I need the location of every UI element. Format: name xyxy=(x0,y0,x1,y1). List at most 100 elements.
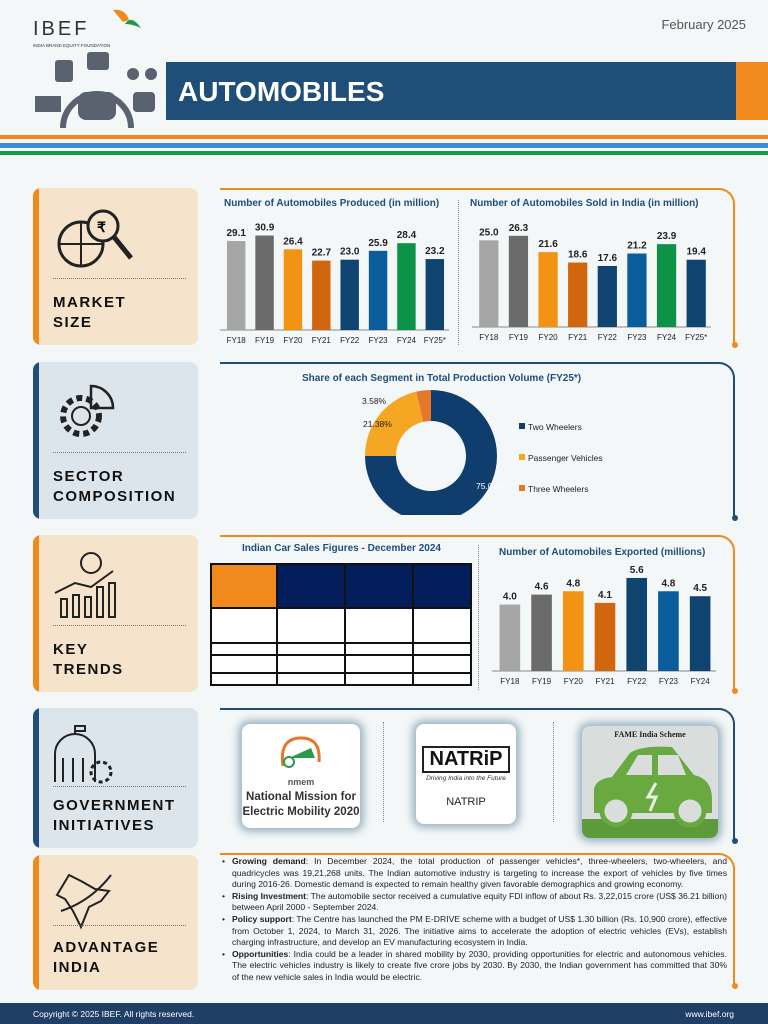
bar-FY21 xyxy=(568,262,588,327)
title-accent xyxy=(736,62,768,120)
bird-logo-icon xyxy=(113,9,141,28)
divider xyxy=(458,200,459,345)
tick-label: FY24 xyxy=(657,333,677,342)
data-label: 23.2 xyxy=(425,246,445,257)
advantage-list: Growing demand: In December 2024, the to… xyxy=(222,856,727,984)
bar-FY24 xyxy=(689,596,711,671)
slice-label: 21.38% xyxy=(363,419,392,429)
orange-stripe xyxy=(0,135,768,139)
green-electric-car-icon xyxy=(582,746,718,838)
section-label: MARKET SIZE xyxy=(53,294,127,331)
tick-label: FY25* xyxy=(424,336,446,345)
tick-label: FY23 xyxy=(659,677,679,686)
bar-FY20 xyxy=(283,249,303,330)
tick-label: FY25* xyxy=(685,333,707,342)
bar-FY18 xyxy=(479,240,499,327)
advantage-item: Policy support: The Centre has launched … xyxy=(222,914,727,949)
bar-FY22 xyxy=(626,577,648,671)
divider xyxy=(478,545,479,690)
data-label: 4.5 xyxy=(693,583,707,594)
tick-label: FY22 xyxy=(340,336,360,345)
bar-FY25* xyxy=(686,259,706,327)
bar-FY23 xyxy=(368,250,388,330)
legend-label: Passenger Vehicles xyxy=(528,453,603,463)
section-label: KEY TRENDS xyxy=(53,641,124,678)
composition-connector xyxy=(220,362,735,517)
share-donut-chart: 75.04% Two Wheelers 21.38% Passenger Vehicl… xyxy=(362,390,603,515)
trends-connector xyxy=(220,535,735,690)
report-date: February 2025 xyxy=(661,17,746,32)
bar-FY19 xyxy=(531,594,552,671)
tick-label: FY19 xyxy=(255,336,275,345)
tick-label: FY20 xyxy=(564,677,584,686)
bar-FY23 xyxy=(658,591,679,671)
blue-stripe xyxy=(0,143,768,148)
tick-label: FY19 xyxy=(532,677,552,686)
natrip-card[interactable]: NATRiP Driving India into the Future NAT… xyxy=(416,724,516,824)
data-label: 29.1 xyxy=(226,228,246,239)
data-label: 23.9 xyxy=(657,231,677,242)
divider xyxy=(553,722,554,822)
nmem-card[interactable]: nmem National Mission for Electric Mobil… xyxy=(242,724,360,828)
logo-text: IBEF xyxy=(33,18,90,40)
bar-FY22 xyxy=(340,259,359,330)
section-key-trends: KEY TRENDS xyxy=(33,535,198,692)
data-label: 4.1 xyxy=(598,590,612,601)
section-label: SECTOR COMPOSITION xyxy=(53,468,177,505)
data-label: 4.8 xyxy=(661,578,675,589)
tick-label: FY21 xyxy=(312,336,332,345)
bar-FY18 xyxy=(226,241,246,330)
slice-label: 75.04% xyxy=(476,481,505,491)
logo-subtext: INDIA BRAND EQUITY FOUNDATION xyxy=(33,43,111,48)
tick-label: FY21 xyxy=(568,333,588,342)
website-link[interactable]: www.ibef.org xyxy=(685,1009,734,1019)
car-sales-table xyxy=(210,563,472,686)
section-label: GOVERNMENT INITIATIVES xyxy=(53,797,176,834)
data-label: 23.0 xyxy=(340,247,360,258)
ibef-logo[interactable]: IBEF INDIA BRAND EQUITY FOUNDATION xyxy=(33,9,143,50)
share-chart-title: Share of each Segment in Total Productio… xyxy=(302,373,582,384)
advantage-item: Opportunities: India could be a leader i… xyxy=(222,949,727,984)
tick-label: FY18 xyxy=(479,333,499,342)
globe-magnifier-rupee-icon: ₹ xyxy=(57,209,133,268)
bar-FY24 xyxy=(656,244,677,327)
tick-label: FY22 xyxy=(627,677,647,686)
data-label: 4.8 xyxy=(566,578,580,589)
legend-label: Three Wheelers xyxy=(528,484,588,494)
tick-label: FY20 xyxy=(539,333,559,342)
page-title: AUTOMOBILES xyxy=(166,62,736,120)
legend-swatch xyxy=(519,485,525,491)
tick-label: FY24 xyxy=(691,677,711,686)
legend-swatch xyxy=(519,454,525,460)
bar-FY22 xyxy=(597,265,617,327)
bar-FY20 xyxy=(538,252,558,327)
electric-scooter-icon xyxy=(280,736,321,768)
slice-label: 3.58% xyxy=(362,396,387,406)
data-label: 26.4 xyxy=(283,236,303,247)
data-label: 18.6 xyxy=(568,250,588,261)
slice-three-wheelers xyxy=(416,390,431,422)
exported-chart-title: Number of Automobiles Exported (millions… xyxy=(499,547,706,558)
connector-dot xyxy=(732,342,738,348)
data-label: 25.9 xyxy=(368,238,388,249)
connector-dot xyxy=(732,983,738,989)
data-label: 4.0 xyxy=(503,592,517,603)
bar-FY21 xyxy=(312,260,331,330)
tick-label: FY19 xyxy=(509,333,529,342)
data-label: 22.7 xyxy=(312,248,332,259)
connector-dot xyxy=(732,838,738,844)
data-label: 26.3 xyxy=(509,223,529,234)
advantage-item: Growing demand: In December 2024, the to… xyxy=(222,856,727,891)
data-label: 30.9 xyxy=(255,223,275,234)
green-stripe xyxy=(0,151,768,155)
bar-FY23 xyxy=(627,253,647,327)
legend-label: Two Wheelers xyxy=(528,422,582,432)
data-label: 25.0 xyxy=(479,227,499,238)
government-connector xyxy=(220,708,735,841)
section-market-size: ₹ MARKET SIZE xyxy=(33,188,198,345)
slice-passenger-vehicles xyxy=(365,391,424,456)
tick-label: FY22 xyxy=(598,333,618,342)
nmem-logo: nmem xyxy=(271,732,331,787)
fame-india-card[interactable]: FAME India Scheme xyxy=(582,726,718,838)
tick-label: FY18 xyxy=(227,336,247,345)
